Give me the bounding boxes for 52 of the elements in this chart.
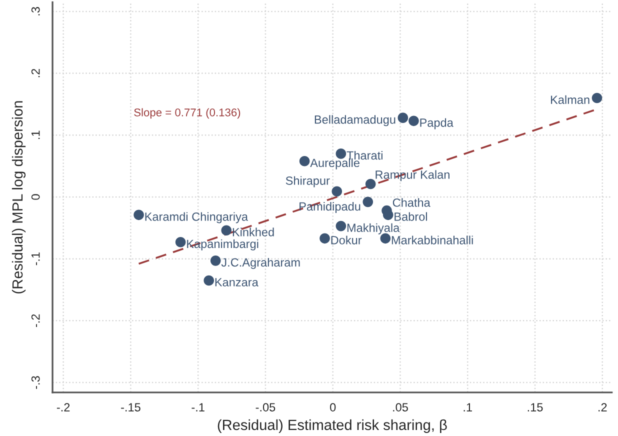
- data-label: Chatha: [392, 198, 430, 207]
- data-label: Kinkhed: [232, 228, 274, 236]
- point: [204, 275, 214, 286]
- point: [408, 116, 419, 126]
- data-label: Papda: [420, 118, 454, 130]
- point: [221, 225, 232, 236]
- point: [362, 196, 374, 208]
- point: [336, 148, 346, 159]
- y-tick-label: -.1: [32, 252, 40, 266]
- data-label: Markabbinahalli: [392, 236, 473, 244]
- data-label: Belladamadugu: [314, 115, 396, 126]
- point: [175, 236, 186, 248]
- y-tick-label: .2: [31, 68, 40, 78]
- data-label: Makhiyala: [347, 223, 400, 234]
- y-axis-title: (Residual) MPL log dispersion: [12, 101, 26, 294]
- data-label: Kalman: [550, 95, 590, 104]
- y-tick-label: .3: [31, 7, 40, 16]
- point: [398, 112, 408, 123]
- y-tick-label: -.3: [31, 376, 40, 389]
- point: [382, 210, 394, 220]
- x-tick-label: -.2: [56, 403, 70, 412]
- point: [210, 256, 221, 266]
- y-tick-label: .1: [32, 130, 40, 139]
- x-tick-label: -.1: [192, 403, 204, 412]
- data-label: Tharati: [346, 150, 382, 160]
- data-label: Karamdi Chingariya: [145, 212, 248, 224]
- y-tick-label: -.2: [31, 314, 40, 328]
- annotation: Slope = 0.771 (0.136): [134, 108, 240, 119]
- data-label: Rampur Kalan: [376, 170, 450, 182]
- data-label: Aurepalle: [310, 158, 360, 170]
- data-label: J.C.Agraharam: [221, 258, 300, 269]
- point: [592, 92, 602, 104]
- data-label: Kapanimbargi: [187, 239, 258, 250]
- point: [365, 178, 376, 190]
- data-label: Babrol: [394, 212, 427, 221]
- x-axis-title: (Residual) Estimated risk sharing, β: [218, 419, 447, 433]
- point: [299, 156, 310, 166]
- point: [134, 210, 144, 220]
- point: [332, 186, 342, 197]
- point: [336, 220, 346, 232]
- y-tick-label: 0: [31, 194, 40, 200]
- data-label: Kanzara: [215, 278, 258, 286]
- point: [320, 233, 330, 244]
- x-tick-label: -.15: [121, 403, 140, 412]
- data-label: Shirapur: [286, 176, 330, 188]
- data-label: Dokur: [331, 236, 362, 244]
- x-tick-label: .1: [464, 403, 472, 412]
- x-tick-label: .2: [598, 403, 607, 412]
- x-tick-label: .05: [393, 403, 408, 412]
- x-tick-label: -.05: [256, 403, 276, 412]
- x-tick-label: 0: [330, 403, 336, 412]
- x-tick-label: .15: [528, 403, 543, 412]
